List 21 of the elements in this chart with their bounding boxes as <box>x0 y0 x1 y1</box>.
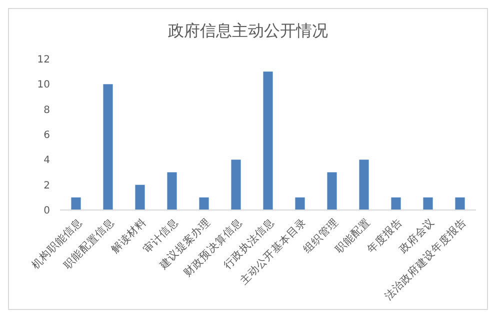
bar <box>455 197 465 210</box>
y-tick-label: 4 <box>44 155 50 166</box>
bar <box>359 160 369 210</box>
y-tick-label: 0 <box>44 206 50 216</box>
bar <box>135 184 145 210</box>
y-tick-label: 8 <box>44 104 50 116</box>
bar <box>263 72 273 210</box>
y-tick-label: 10 <box>37 80 50 91</box>
bar <box>231 160 241 210</box>
bar <box>295 197 305 210</box>
bar <box>327 172 337 210</box>
bar <box>423 197 433 210</box>
y-tick-label: 6 <box>44 130 50 141</box>
bar <box>391 197 401 210</box>
y-tick-label: 2 <box>44 180 50 192</box>
chart-title: 政府信息主动公开情况 <box>168 21 328 40</box>
bar <box>199 197 209 210</box>
bar <box>167 172 177 210</box>
bar <box>71 197 81 210</box>
bar <box>103 84 113 210</box>
y-tick-label: 12 <box>37 54 50 66</box>
